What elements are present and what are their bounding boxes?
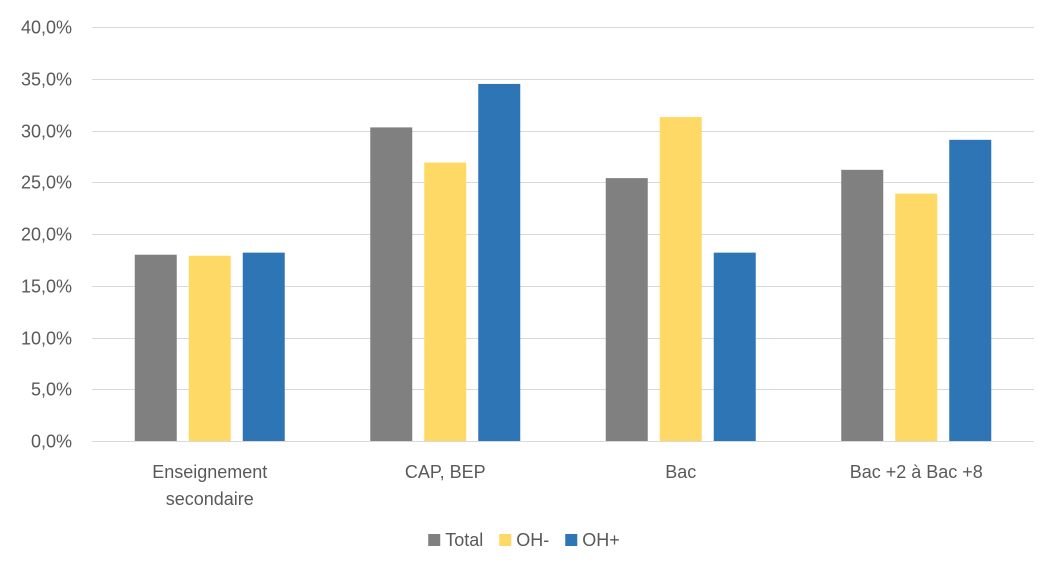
y-tick-label: 25,0%	[21, 173, 72, 193]
bar	[895, 193, 938, 441]
bars	[134, 83, 992, 442]
x-axis-category-labels: Enseignement secondaire CAP, BEP Bac Bac +2 …	[152, 462, 983, 509]
y-tick-label: 30,0%	[21, 122, 72, 142]
y-tick-label: 10,0%	[21, 329, 72, 349]
gridlines	[92, 27, 1034, 442]
legend-swatch	[565, 534, 578, 546]
bar	[659, 117, 702, 442]
bar	[188, 255, 231, 441]
legend-item: OH+	[565, 530, 620, 550]
bar	[605, 178, 648, 442]
y-tick-label: 40,0%	[21, 18, 72, 38]
x-category-label: Enseignement secondaire	[152, 462, 267, 509]
x-category-label-line: Bac	[665, 462, 696, 482]
y-tick-label: 0,0%	[31, 432, 72, 452]
bar	[134, 254, 177, 441]
bar	[242, 252, 285, 441]
bar	[370, 127, 413, 442]
y-tick-label: 15,0%	[21, 277, 72, 297]
x-category-label-line: Enseignement	[152, 462, 267, 482]
x-category-label-line: secondaire	[166, 489, 254, 509]
legend: Total OH- OH+	[428, 530, 620, 550]
bar	[713, 252, 756, 441]
y-axis-tick-labels: 0,0% 5,0% 10,0% 15,0% 20,0% 25,0% 30,0% 35,0% 40…	[21, 18, 72, 452]
y-tick-label: 20,0%	[21, 225, 72, 245]
x-category-label: Bac	[665, 462, 696, 482]
legend-label: Total	[445, 530, 483, 550]
legend-item: OH-	[499, 530, 549, 550]
legend-item: Total	[428, 530, 483, 550]
bar	[478, 83, 521, 442]
x-category-label: CAP, BEP	[405, 462, 486, 482]
bar	[841, 169, 884, 441]
legend-label: OH-	[516, 530, 549, 550]
bar	[424, 162, 467, 441]
legend-swatch	[428, 534, 441, 546]
x-category-label-line: CAP, BEP	[405, 462, 486, 482]
y-tick-label: 5,0%	[31, 380, 72, 400]
legend-label: OH+	[582, 530, 620, 550]
legend-swatch	[499, 534, 512, 546]
x-category-label: Bac +2 à Bac +8	[850, 462, 983, 482]
bar	[949, 139, 992, 441]
x-category-label-line: Bac +2 à Bac +8	[850, 462, 983, 482]
y-tick-label: 35,0%	[21, 70, 72, 90]
